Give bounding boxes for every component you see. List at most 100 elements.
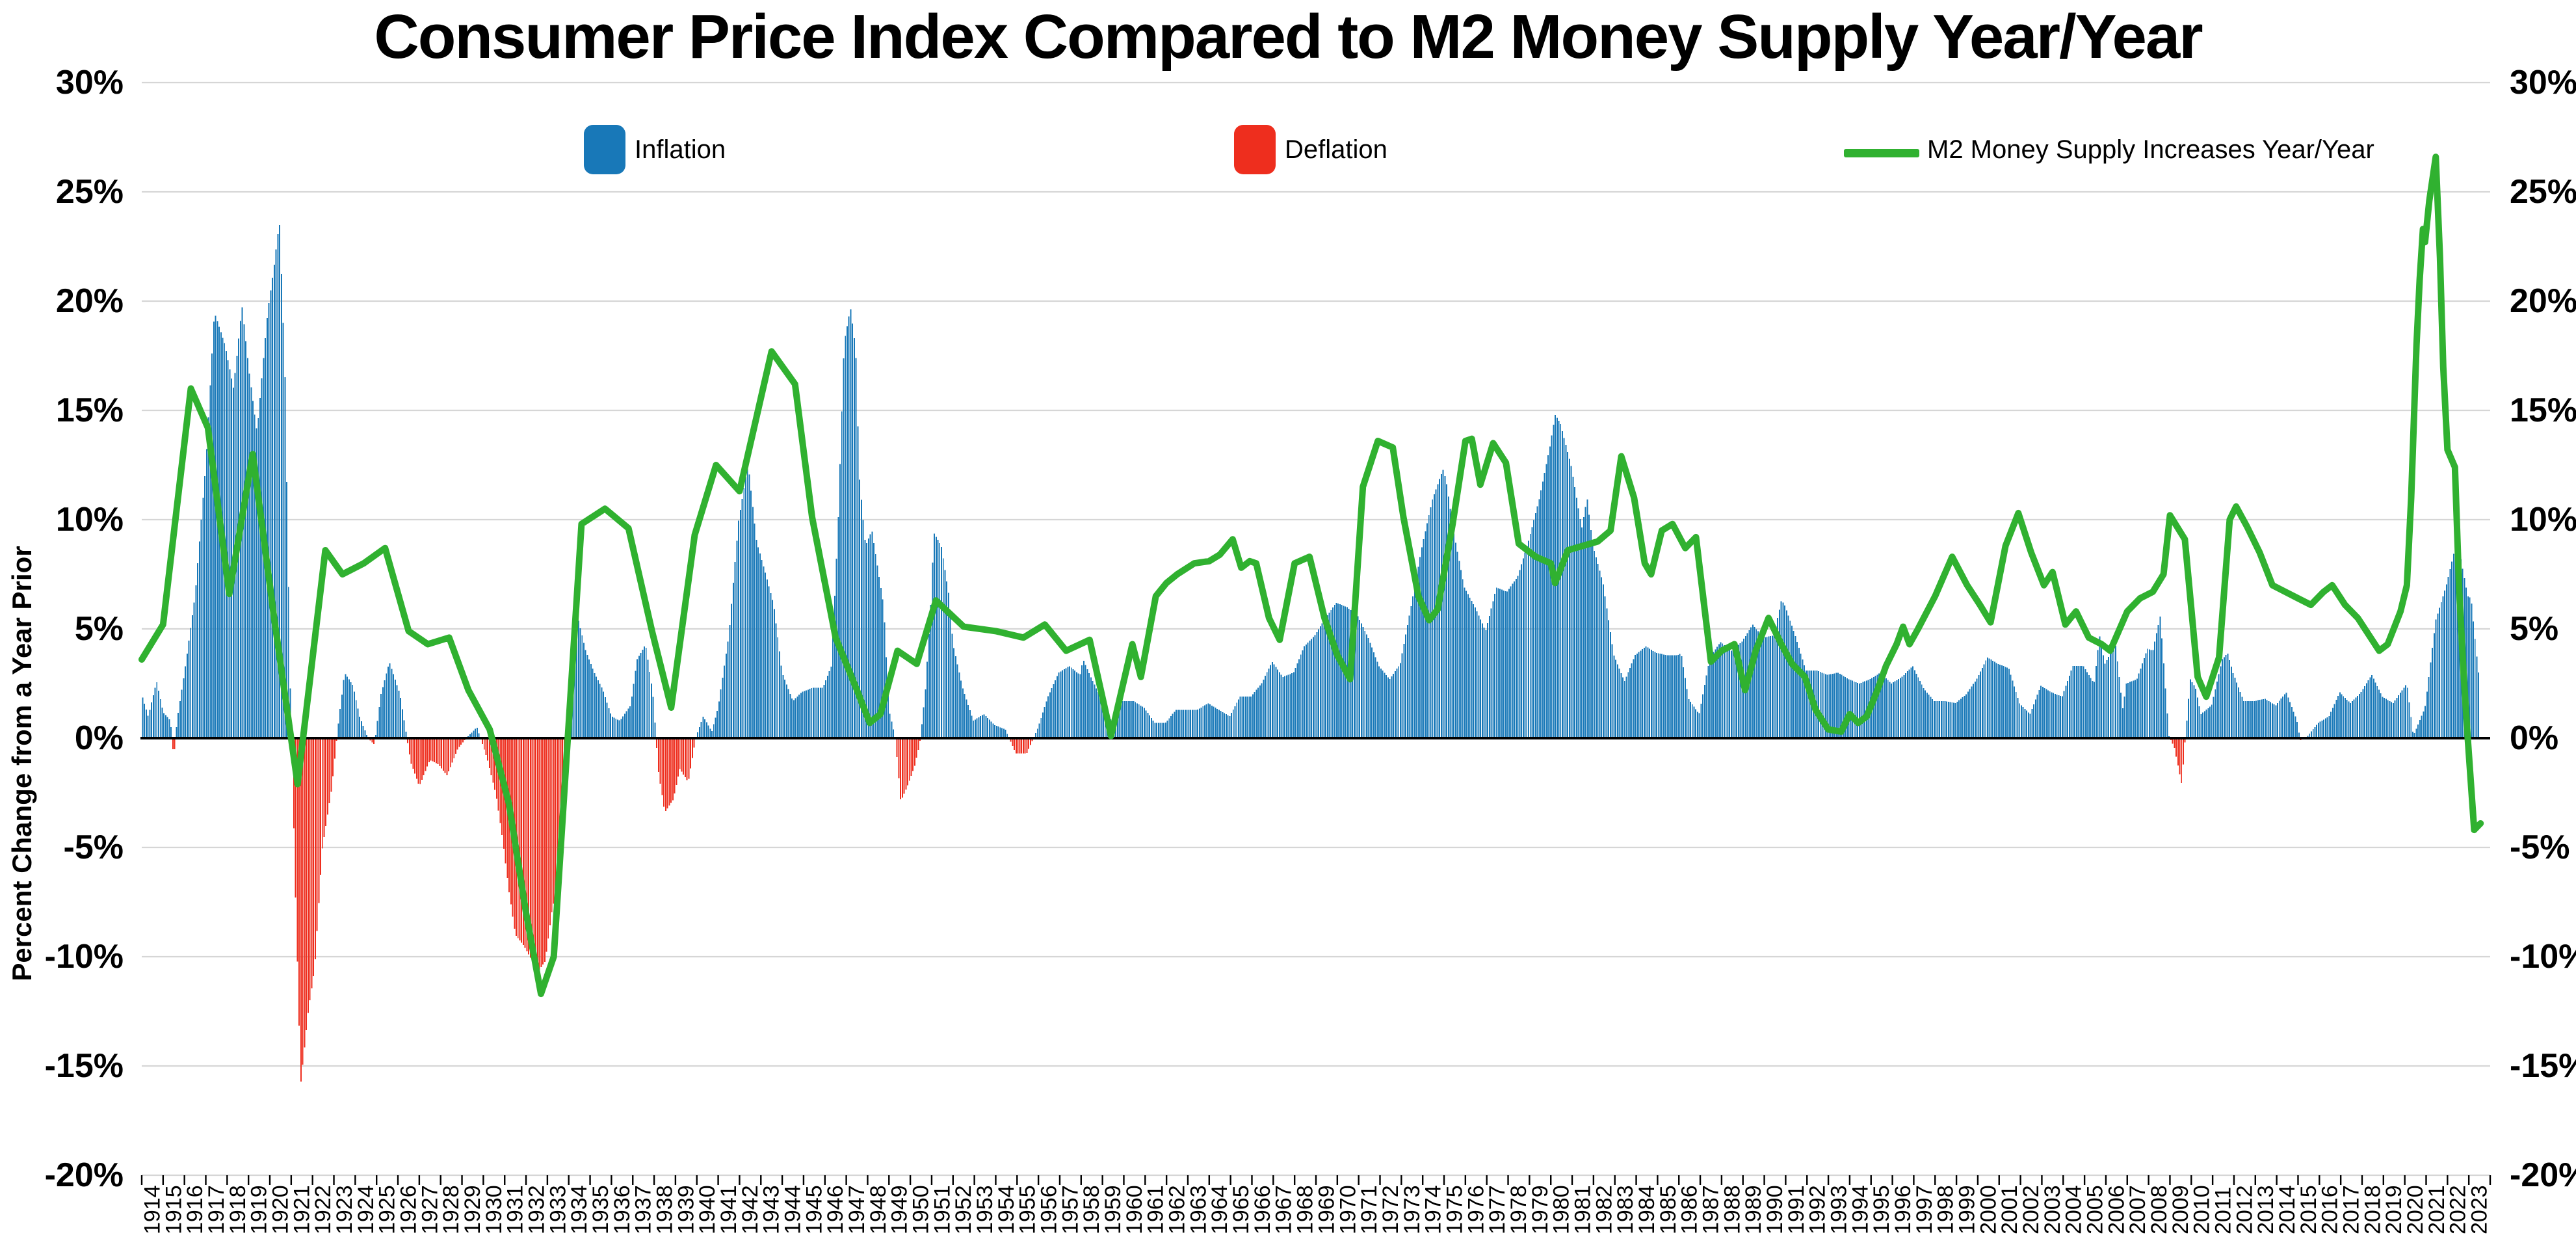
inflation-bar xyxy=(1656,653,1657,738)
inflation-bar xyxy=(2097,650,2099,738)
inflation-bar xyxy=(2467,596,2469,738)
inflation-bar xyxy=(852,323,854,739)
inflation-bar xyxy=(2008,669,2010,738)
inflation-bar xyxy=(2198,706,2200,738)
inflation-bar xyxy=(1602,584,1604,738)
inflation-bar xyxy=(1777,618,1779,738)
inflation-bar xyxy=(1040,717,1042,738)
x-tick-label: 2007 xyxy=(2125,1185,2150,1234)
inflation-bar xyxy=(937,540,939,738)
x-tick-label: 2008 xyxy=(2147,1185,2172,1234)
inflation-bar xyxy=(853,338,855,738)
inflation-bar xyxy=(170,727,172,738)
inflation-bar xyxy=(2239,692,2241,738)
inflation-bar xyxy=(1239,697,1241,738)
inflation-bar xyxy=(1967,691,1969,738)
inflation-bar xyxy=(2355,697,2357,738)
inflation-bar xyxy=(1485,630,1487,738)
inflation-bar xyxy=(2029,713,2031,738)
inflation-bar xyxy=(1754,626,1755,738)
inflation-bar xyxy=(2396,698,2398,738)
inflation-bar xyxy=(382,687,384,738)
inflation-bar xyxy=(401,709,403,738)
inflation-bar xyxy=(248,373,250,738)
inflation-bar xyxy=(1122,700,1124,738)
inflation-bar xyxy=(2060,696,2062,738)
deflation-bar xyxy=(908,738,910,781)
inflation-bar xyxy=(1676,655,1677,738)
inflation-bar xyxy=(2413,733,2415,738)
deflation-bar xyxy=(907,738,908,786)
inflation-bar xyxy=(597,680,599,738)
m2-line-layer xyxy=(138,153,2484,998)
inflation-bar xyxy=(2079,666,2081,738)
x-tick-labels-layer: 1914191519161917191819191920192119221923… xyxy=(140,1185,2491,1234)
inflation-bar xyxy=(1736,646,1738,738)
inflation-bar xyxy=(471,732,473,738)
deflation-bar xyxy=(661,738,663,795)
inflation-bar xyxy=(1668,655,1670,738)
inflation-bar xyxy=(944,570,946,738)
inflation-bar xyxy=(958,672,960,738)
inflation-bar xyxy=(1161,723,1163,738)
deflation-bar xyxy=(1029,738,1031,745)
inflation-bar xyxy=(1252,694,1254,738)
inflation-bar xyxy=(1690,701,1691,738)
inflation-bar xyxy=(893,729,895,738)
inflation-bar xyxy=(1560,424,1562,738)
inflation-bar xyxy=(2188,698,2190,738)
inflation-bar xyxy=(1515,578,1517,738)
deflation-bar xyxy=(686,738,688,780)
inflation-bar xyxy=(2261,699,2263,738)
x-tick-label: 1951 xyxy=(930,1185,954,1234)
inflation-bar xyxy=(1932,698,1934,738)
deflation-bar xyxy=(304,738,306,1048)
inflation-bar xyxy=(1254,692,1255,738)
inflation-bar xyxy=(2316,725,2318,738)
inflation-bar xyxy=(995,726,997,738)
x-tick-label: 1953 xyxy=(973,1185,997,1234)
deflation-bar xyxy=(332,738,334,777)
deflation-bar xyxy=(683,738,685,775)
deflation-bar xyxy=(1014,738,1016,750)
inflation-bar xyxy=(2241,697,2243,738)
inflation-bar xyxy=(1471,600,1473,738)
inflation-bar xyxy=(1273,664,1275,738)
inflation-bar xyxy=(1850,680,1852,738)
inflation-bar xyxy=(793,700,795,738)
inflation-bar xyxy=(1698,713,1700,738)
inflation-bar xyxy=(802,691,804,738)
inflation-bar xyxy=(1129,700,1131,738)
inflation-bar xyxy=(814,687,816,738)
inflation-bar xyxy=(204,475,206,738)
inflation-bar xyxy=(1357,616,1359,738)
deflation-bar xyxy=(555,738,557,896)
inflation-bar xyxy=(2378,689,2380,738)
inflation-bar xyxy=(1821,672,1823,738)
inflation-bar xyxy=(1730,650,1732,738)
inflation-bar xyxy=(282,323,284,738)
x-tick-label: 1973 xyxy=(1400,1185,1425,1234)
inflation-bar xyxy=(1894,681,1896,738)
deflation-bar xyxy=(441,738,443,769)
inflation-bar xyxy=(1075,672,1077,738)
x-tick-label: 1997 xyxy=(1912,1185,1937,1234)
inflation-bar xyxy=(1268,669,1270,738)
inflation-bar xyxy=(245,341,247,738)
inflation-bar xyxy=(1049,692,1051,738)
inflation-bar xyxy=(2113,647,2115,738)
inflation-bar xyxy=(966,699,967,738)
deflation-bar xyxy=(677,738,679,777)
inflation-bar xyxy=(2278,700,2280,738)
inflation-bar xyxy=(1476,611,1478,738)
inflation-bar xyxy=(848,316,850,738)
inflation-bar xyxy=(2348,701,2350,738)
inflation-bar xyxy=(2335,700,2337,738)
deflation-bar xyxy=(2179,738,2181,775)
inflation-bar xyxy=(185,666,187,738)
deflation-bar xyxy=(913,738,915,766)
inflation-bar xyxy=(158,691,159,738)
inflation-bar xyxy=(1793,631,1794,738)
inflation-bar xyxy=(1794,635,1796,738)
inflation-bar xyxy=(746,466,748,738)
